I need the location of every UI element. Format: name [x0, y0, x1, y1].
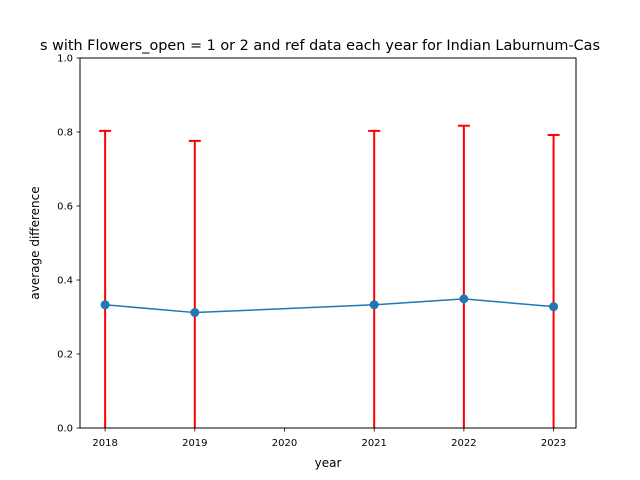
x-tick-label: 2023: [541, 438, 566, 449]
x-tick-label: 2018: [92, 438, 117, 449]
y-tick-label: 0.0: [57, 424, 73, 435]
x-tick-label: 2019: [182, 438, 207, 449]
data-point: [369, 300, 379, 310]
chart-title: s with Flowers_open = 1 or 2 and ref dat…: [40, 38, 600, 54]
x-axis-label: year: [315, 456, 342, 470]
plot-area: [99, 124, 560, 428]
x-tick-label: 2020: [272, 438, 297, 449]
y-tick-label: 0.6: [57, 202, 73, 213]
y-tick-label: 0.8: [57, 128, 73, 139]
y-tick-label: 0.2: [57, 350, 73, 361]
data-point: [190, 308, 200, 318]
data-point: [459, 294, 469, 304]
y-axis-label: average difference: [28, 186, 42, 299]
data-point: [100, 300, 110, 310]
axis-ticks: 2018 2019 2020 2021 2022 2023 0.0 0.2 0.4 0.6 0.8 1…: [57, 54, 566, 450]
x-tick-label: 2022: [451, 438, 476, 449]
x-tick-label: 2021: [361, 438, 386, 449]
y-tick-label: 1.0: [57, 54, 73, 65]
y-tick-label: 0.4: [57, 276, 73, 287]
axes-frame: [79, 57, 577, 429]
data-point: [549, 302, 559, 312]
